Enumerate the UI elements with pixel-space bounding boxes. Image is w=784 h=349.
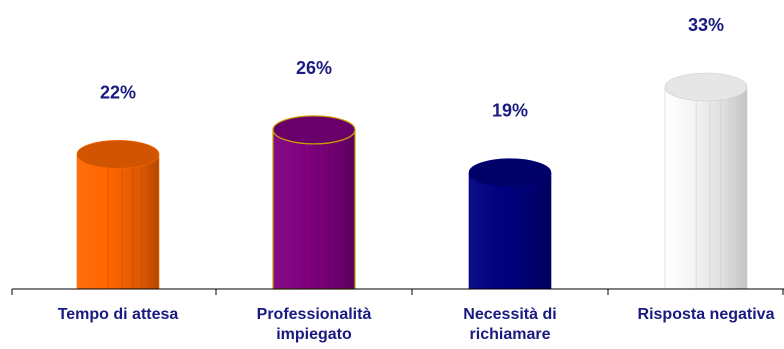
bars-group [76, 72, 748, 290]
category-label-2: Necessità di richiamare [463, 306, 556, 343]
data-label-0: 22% [100, 82, 136, 102]
bar-body-1 [272, 129, 356, 290]
category-label-line-1-1: impiegato [276, 326, 352, 343]
category-label-line-2-0: Necessità di [463, 306, 556, 323]
category-label-line-1-0: Professionalità [257, 306, 372, 323]
x-axis-ticks [11, 289, 784, 295]
data-labels-group: 22% 26% 19% 33% [100, 15, 724, 121]
bar-cap-1 [272, 115, 356, 145]
bar-0 [76, 140, 160, 290]
category-label-3: Risposta negativa [638, 306, 775, 323]
bar-cap-2 [468, 158, 552, 187]
bar-2 [468, 158, 552, 290]
bar-body-2 [468, 172, 552, 290]
data-label-3: 33% [688, 15, 724, 35]
category-label-1: Professionalità impiegato [257, 306, 372, 343]
bar-1 [272, 115, 356, 290]
category-label-line-3-0: Risposta negativa [638, 306, 775, 323]
category-label-0: Tempo di attesa [58, 306, 179, 323]
category-label-line-0-0: Tempo di attesa [58, 306, 179, 323]
data-label-2: 19% [492, 101, 528, 121]
category-label-line-2-1: richiamare [470, 326, 551, 343]
data-label-1: 26% [296, 58, 332, 78]
category-labels-group: Tempo di attesa Professionalità impiegato N… [58, 306, 775, 343]
bar-cap-0 [76, 140, 160, 169]
bar-cap-3 [664, 72, 748, 102]
bar-body-0 [76, 154, 160, 290]
bar-3 [664, 72, 748, 290]
bar-body-3 [664, 86, 748, 290]
